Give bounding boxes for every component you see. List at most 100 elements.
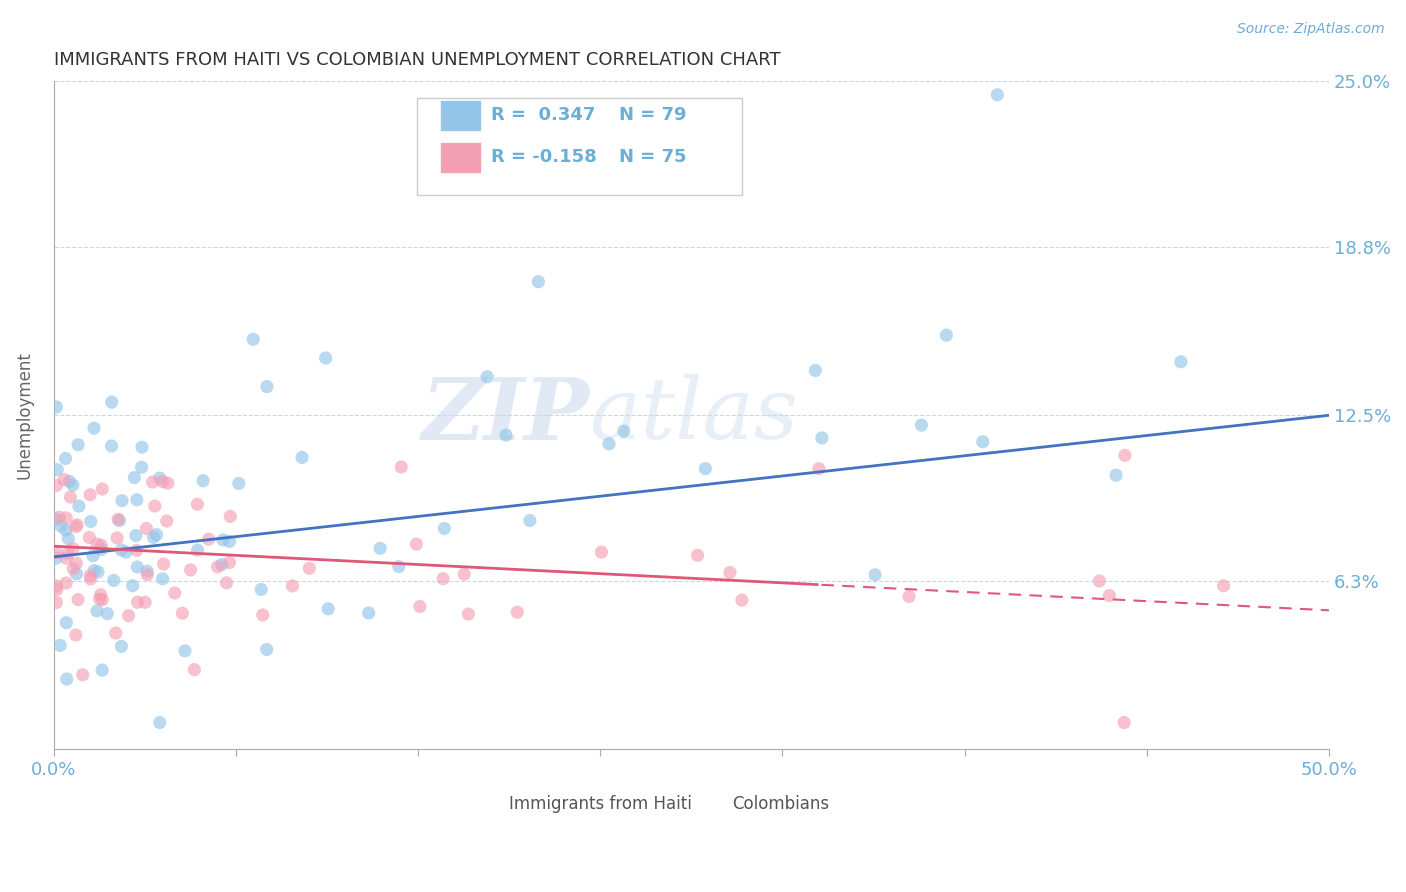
Point	[152, 557, 174, 571]
Point	[143, 499, 166, 513]
Point	[252, 607, 274, 622]
Point	[186, 497, 208, 511]
Point	[67, 499, 90, 513]
Point	[136, 567, 159, 582]
Point	[1098, 589, 1121, 603]
Point	[316, 602, 339, 616]
Point	[495, 428, 517, 442]
Point	[156, 476, 179, 491]
Point	[1088, 574, 1111, 588]
Point	[56, 546, 79, 560]
Point	[695, 461, 717, 475]
Point	[108, 514, 131, 528]
Point	[55, 523, 77, 537]
Point	[58, 532, 80, 546]
Point	[432, 572, 454, 586]
Text: ZIP: ZIP	[422, 374, 589, 457]
Point	[53, 473, 76, 487]
Point	[65, 556, 87, 570]
Point	[409, 599, 432, 614]
Point	[156, 514, 179, 528]
Point	[62, 561, 84, 575]
Point	[731, 593, 754, 607]
Point	[111, 493, 134, 508]
Point	[315, 351, 337, 365]
Point	[183, 663, 205, 677]
Point	[453, 567, 475, 582]
Point	[134, 595, 156, 609]
Point	[48, 510, 70, 524]
Point	[127, 595, 149, 609]
Point	[405, 537, 427, 551]
Point	[718, 566, 741, 580]
Point	[103, 574, 125, 588]
Point	[110, 543, 132, 558]
Point	[281, 579, 304, 593]
Point	[935, 328, 957, 343]
Point	[45, 595, 67, 609]
Point	[298, 561, 321, 575]
Point	[100, 395, 122, 409]
Point	[1114, 449, 1136, 463]
Point	[55, 511, 77, 525]
Point	[1114, 715, 1136, 730]
Point	[519, 514, 541, 528]
Point	[506, 605, 529, 619]
Point	[136, 564, 159, 578]
Point	[388, 559, 411, 574]
Text: Colombians: Colombians	[733, 795, 830, 813]
Point	[124, 470, 146, 484]
Point	[79, 572, 101, 586]
Point	[807, 461, 830, 475]
Point	[110, 640, 132, 654]
Point	[55, 551, 77, 566]
Point	[105, 531, 128, 545]
FancyBboxPatch shape	[418, 98, 742, 194]
Point	[79, 568, 101, 582]
Point	[250, 582, 273, 597]
Text: N = 79: N = 79	[619, 106, 686, 124]
Point	[65, 519, 87, 533]
Point	[218, 556, 240, 570]
Point	[145, 527, 167, 541]
Point	[1170, 355, 1192, 369]
Point	[62, 541, 84, 556]
Point	[91, 482, 114, 496]
Point	[613, 424, 636, 438]
Point	[62, 478, 84, 492]
Point	[152, 475, 174, 489]
Point	[104, 626, 127, 640]
Point	[49, 519, 72, 533]
Point	[46, 582, 69, 597]
Point	[107, 512, 129, 526]
Point	[527, 275, 550, 289]
Point	[55, 451, 77, 466]
Text: N = 75: N = 75	[619, 148, 686, 167]
FancyBboxPatch shape	[465, 793, 503, 815]
Point	[152, 572, 174, 586]
Point	[211, 558, 233, 572]
Point	[100, 439, 122, 453]
Point	[91, 592, 114, 607]
Point	[121, 579, 143, 593]
Point	[598, 437, 620, 451]
Text: R =  0.347: R = 0.347	[491, 106, 596, 124]
Point	[125, 528, 148, 542]
Point	[45, 551, 67, 566]
Point	[87, 565, 110, 579]
Point	[131, 460, 153, 475]
Point	[686, 549, 709, 563]
Point	[910, 418, 932, 433]
Point	[149, 715, 172, 730]
Point	[82, 549, 104, 563]
Point	[898, 590, 921, 604]
Point	[228, 476, 250, 491]
Point	[115, 545, 138, 559]
Point	[58, 475, 80, 489]
Point	[212, 533, 235, 547]
Point	[207, 560, 229, 574]
Point	[591, 545, 613, 559]
Point	[83, 564, 105, 578]
Point	[91, 663, 114, 677]
Point	[149, 471, 172, 485]
